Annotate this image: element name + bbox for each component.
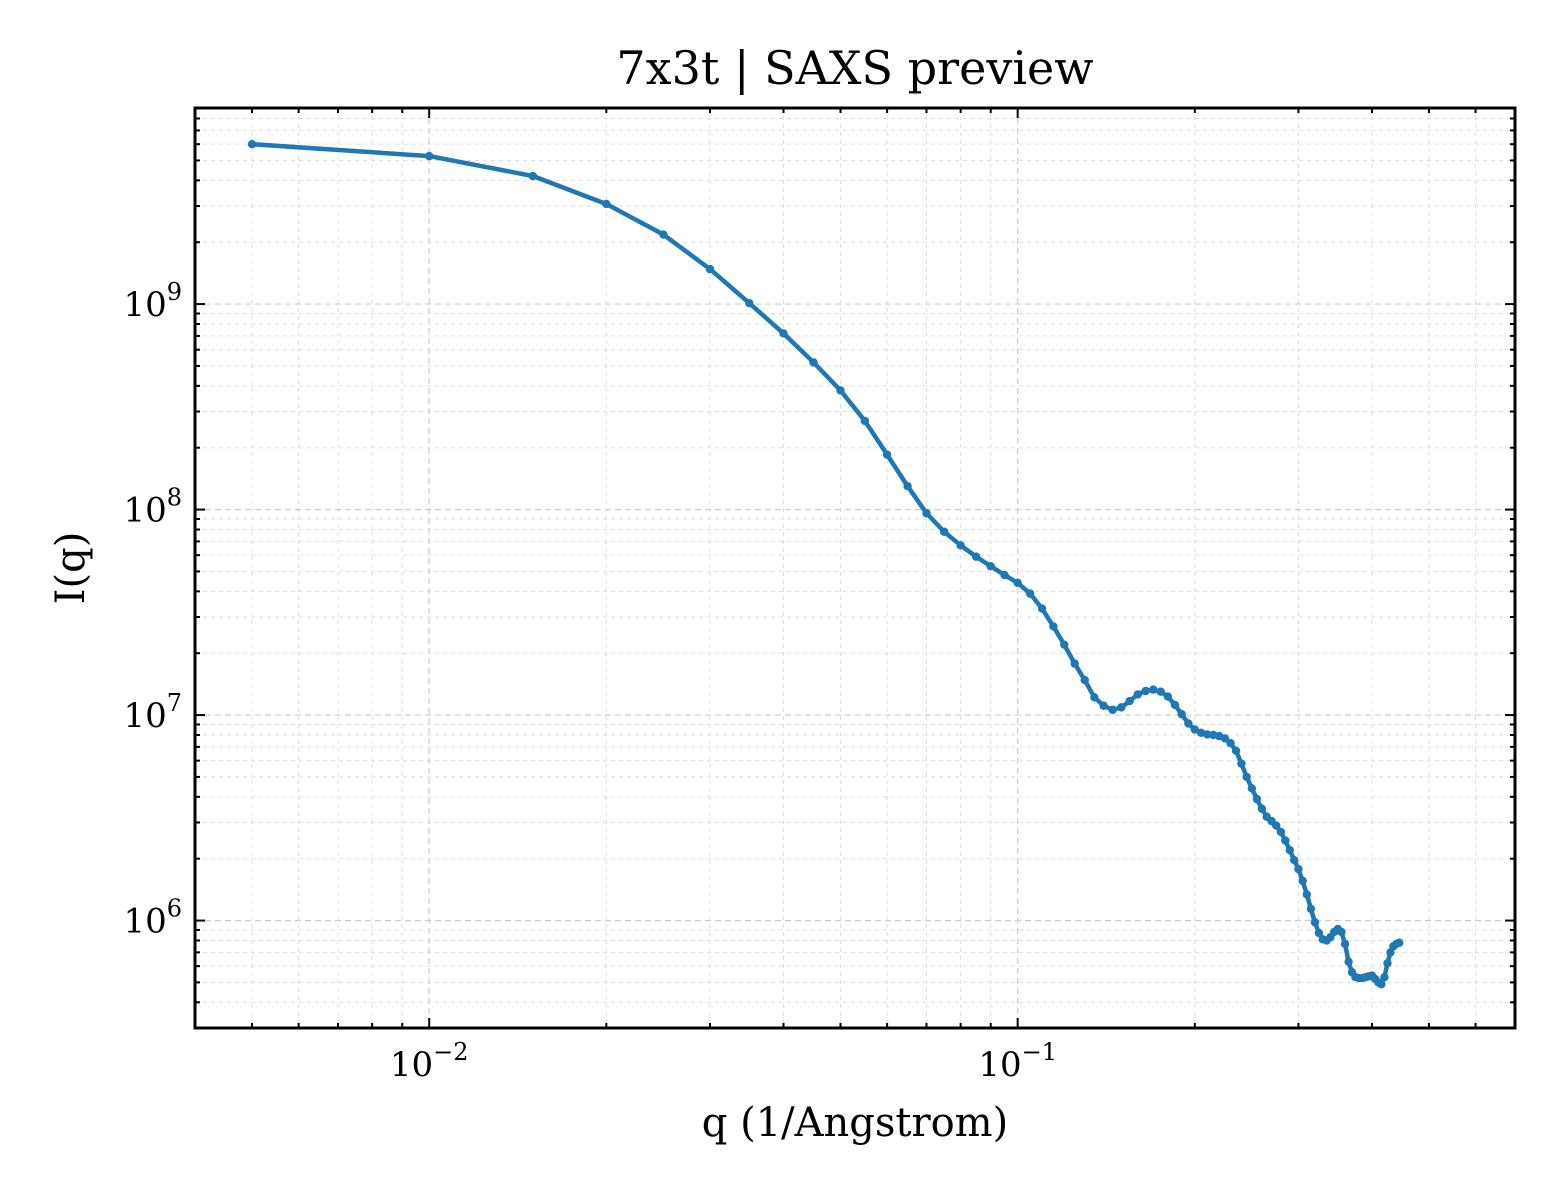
plot-frame: [193, 106, 1517, 1030]
series-layer: [247, 139, 1404, 989]
data-point: [1298, 876, 1307, 886]
data-point: [836, 386, 845, 395]
data-point: [1285, 845, 1294, 855]
data-point: [1377, 980, 1386, 989]
data-point: [1170, 700, 1180, 710]
data-point: [1383, 959, 1392, 968]
x-axis-label: q (1/Angstrom): [702, 1100, 1008, 1146]
y-tick-label: 109: [123, 278, 182, 325]
data-point: [971, 552, 981, 561]
data-point: [1090, 693, 1099, 702]
data-point: [1070, 659, 1079, 668]
data-point: [1289, 855, 1299, 865]
x-tick-label: 10−1: [978, 1038, 1057, 1085]
data-point: [1226, 738, 1235, 748]
data-point: [1060, 640, 1069, 649]
data-point: [1203, 730, 1212, 739]
data-point: [1117, 703, 1126, 712]
data-point: [745, 299, 754, 308]
data-point: [1281, 836, 1290, 845]
data-point: [1252, 794, 1262, 804]
data-point: [1125, 696, 1134, 706]
data-point: [922, 509, 931, 518]
data-point: [1220, 734, 1230, 743]
data-point: [779, 329, 788, 338]
data-point: [956, 541, 965, 550]
data-point: [705, 264, 715, 274]
data-point: [939, 527, 949, 536]
data-point: [1231, 746, 1241, 755]
data-point: [903, 481, 912, 491]
data-point: [860, 416, 870, 426]
data-point: [1108, 705, 1117, 715]
chart-title: 7x3t | SAXS preview: [616, 41, 1093, 95]
data-point: [1190, 725, 1200, 734]
data-point: [1049, 622, 1058, 631]
y-tick-label: 108: [123, 484, 182, 531]
data-point: [247, 139, 257, 149]
data-point: [1080, 675, 1089, 685]
data-point: [1380, 973, 1389, 982]
data-point: [1257, 804, 1267, 813]
data-point: [1272, 821, 1281, 830]
data-point: [1163, 692, 1173, 701]
data-point: [1395, 938, 1404, 947]
data-point: [1344, 957, 1353, 966]
data-point: [1242, 772, 1251, 782]
data-point: [1314, 928, 1324, 938]
data-point: [1000, 570, 1009, 580]
data-point: [659, 230, 668, 239]
data-point: [1141, 686, 1150, 696]
data-point: [1294, 864, 1303, 874]
data-point: [1149, 685, 1158, 694]
data-point: [1037, 604, 1047, 613]
grid: [194, 107, 1516, 1029]
y-axis-label: I(q): [48, 532, 94, 605]
data-point: [1237, 759, 1246, 768]
data-point: [1340, 939, 1350, 949]
y-tick-label: 107: [123, 689, 182, 736]
data-point: [882, 450, 892, 459]
data-point: [809, 358, 818, 367]
data-point: [1306, 904, 1316, 914]
data-point: [1310, 918, 1320, 927]
data-point: [1025, 589, 1035, 598]
x-tick-label: 10−2: [390, 1038, 469, 1085]
tick-labels: 10−2 10−1 106 107 108 109: [123, 278, 1057, 1085]
data-point: [1337, 927, 1346, 937]
data-point: [1156, 687, 1165, 696]
data-point: [1302, 890, 1312, 899]
data-point: [1184, 719, 1193, 728]
data-point: [1133, 690, 1142, 699]
data-point: [1247, 784, 1257, 793]
data-point: [1013, 578, 1022, 588]
data-point: [1177, 709, 1186, 719]
data-point: [1276, 827, 1286, 837]
data-point: [986, 562, 995, 571]
data-point: [528, 171, 538, 181]
axis-ticks: [194, 107, 1516, 1029]
data-point: [1099, 701, 1108, 710]
data-point: [602, 199, 611, 209]
y-tick-label: 106: [123, 895, 182, 942]
data-point: [424, 151, 434, 161]
